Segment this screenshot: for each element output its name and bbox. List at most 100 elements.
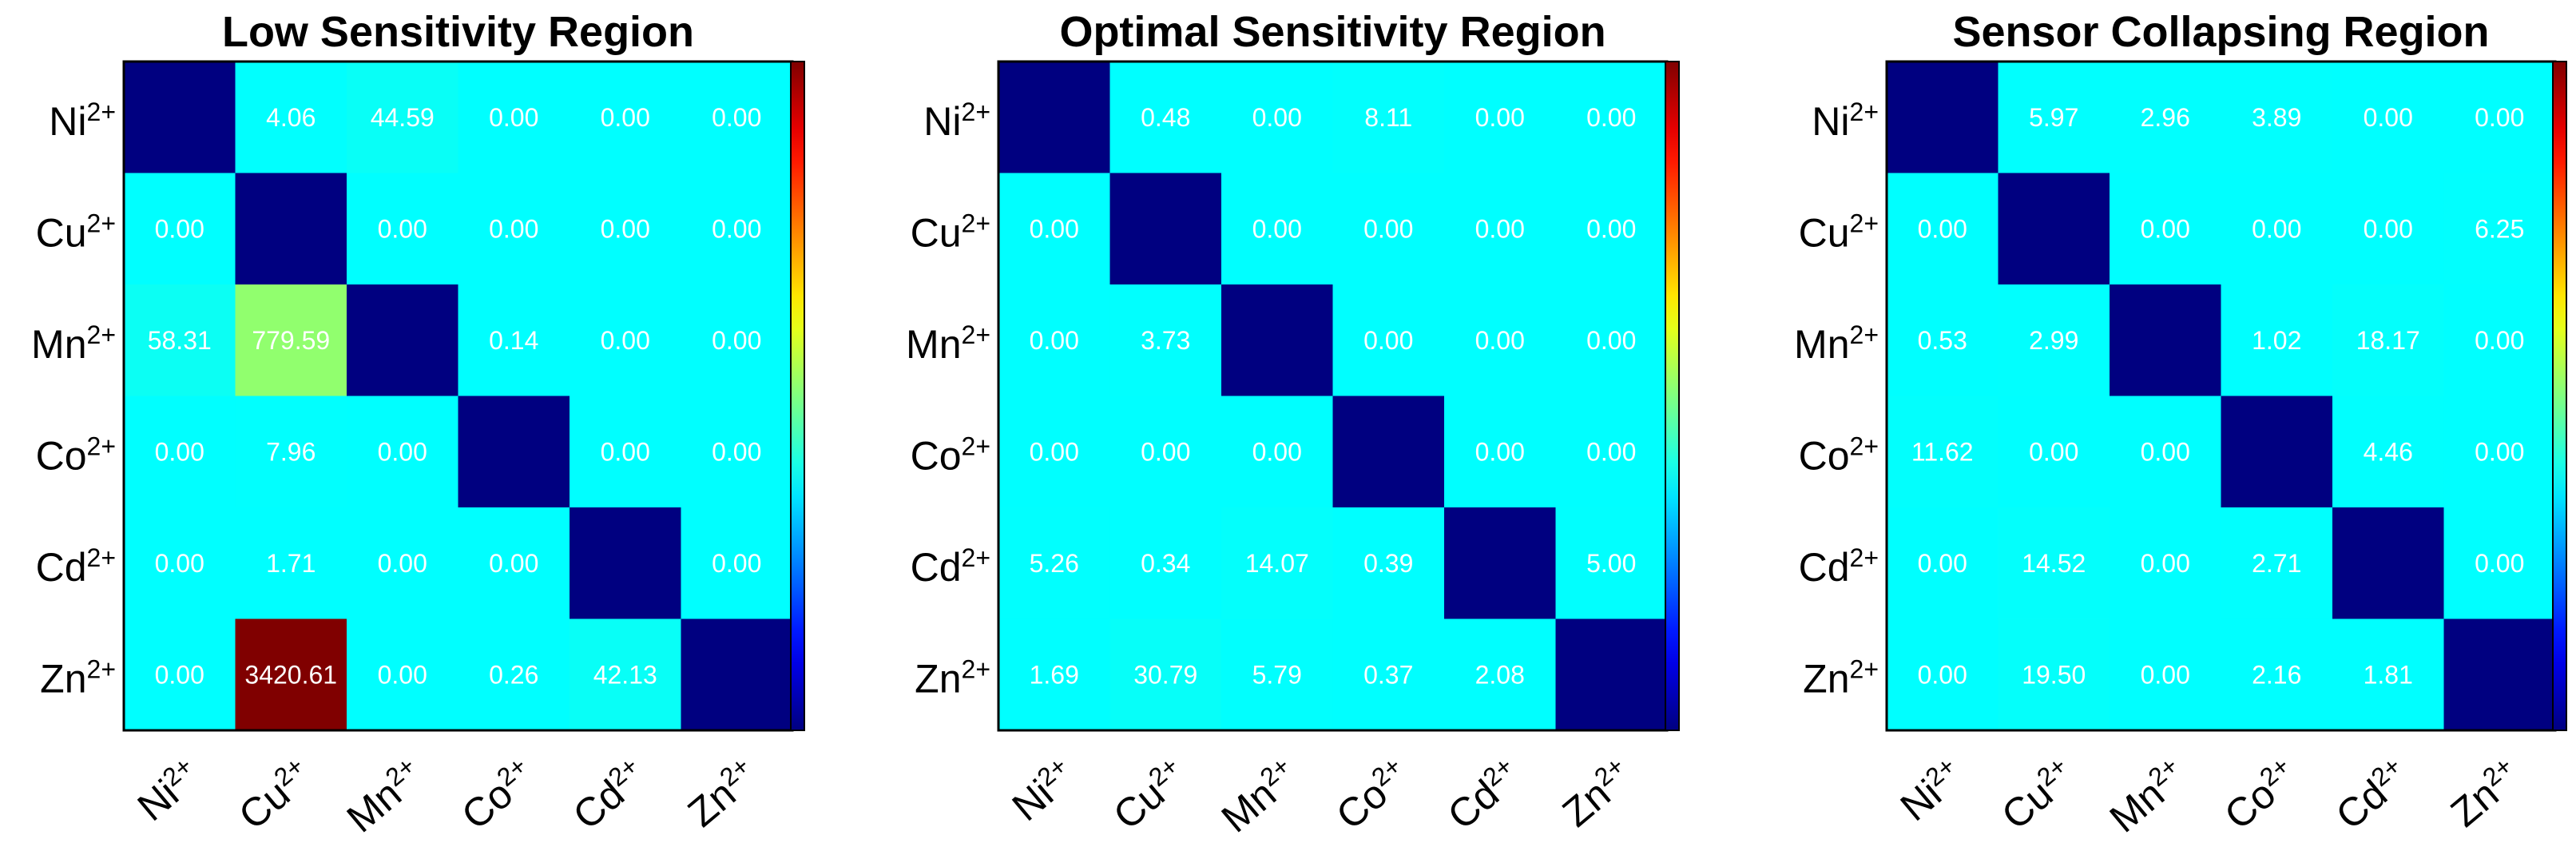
heatmap-cell [2332, 173, 2445, 285]
heatmap-cell [1221, 284, 1334, 397]
panel-title: Optimal Sensitivity Region [1059, 8, 1606, 56]
row-tick-label: Cu2+ [911, 209, 990, 255]
row-tick-label: Zn2+ [915, 654, 990, 701]
cell-value-label: 3.89 [2252, 103, 2301, 132]
col-tick-label: Cu2+ [1992, 751, 2083, 838]
cell-value-label: 18.17 [2356, 326, 2420, 355]
heatmap-cell [124, 396, 236, 508]
heatmap-cell [2443, 62, 2556, 174]
heatmap-cell [998, 173, 1111, 285]
colorbar [1665, 61, 1680, 731]
cell-value-label: 14.07 [1245, 549, 1309, 578]
heatmap-cell [681, 62, 793, 174]
row-tick-label-charge: 2+ [962, 654, 990, 683]
col-tick-label: Ni2+ [1002, 751, 1083, 829]
heatmap-cell [347, 396, 459, 508]
row-tick-label-charge: 2+ [87, 209, 116, 237]
cell-value-label: 2.16 [2252, 660, 2301, 689]
cell-value-label: 0.00 [378, 660, 427, 689]
row-tick-label: Co2+ [911, 431, 990, 478]
row-tick-label-charge: 2+ [1850, 97, 1879, 126]
cell-value-label: 0.00 [1252, 214, 1302, 243]
row-tick-label: Cd2+ [1799, 543, 1879, 590]
cell-value-label: 0.00 [378, 437, 427, 466]
cell-value-label: 0.00 [378, 549, 427, 578]
cell-value-label: 44.59 [371, 103, 435, 132]
col-tick-label: Cu2+ [229, 751, 320, 838]
heatmap-cell [2332, 618, 2445, 731]
cell-value-label: 0.00 [1141, 437, 1190, 466]
cell-value-label: 0.00 [1363, 214, 1413, 243]
cell-value-label: 0.26 [489, 660, 538, 689]
row-tick-label: Mn2+ [906, 320, 990, 367]
cell-value-label: 3420.61 [244, 660, 337, 689]
cell-value-label: 0.00 [1030, 437, 1079, 466]
row-tick-label-base: Zn [915, 656, 961, 701]
cell-value-label: 2.96 [2141, 103, 2190, 132]
row-tick-label: Zn2+ [1803, 654, 1879, 701]
heatmap-cell [235, 62, 347, 174]
heatmap-cell [1332, 284, 1445, 397]
cell-value-label: 0.00 [601, 103, 650, 132]
row-tick-label-base: Cu [1799, 210, 1850, 255]
heatmap-cell [458, 62, 570, 174]
cell-value-label: 0.00 [2475, 103, 2524, 132]
panel-title: Sensor Collapsing Region [1952, 8, 2489, 56]
cell-value-label: 0.00 [155, 437, 204, 466]
heatmap-cell [2221, 618, 2333, 731]
cell-value-label: 5.00 [1586, 549, 1636, 578]
cell-value-label: 779.59 [252, 326, 330, 355]
cell-value-label: 0.00 [1586, 103, 1636, 132]
cell-value-label: 0.00 [1252, 437, 1302, 466]
cell-value-label: 0.00 [489, 549, 538, 578]
row-tick-label-charge: 2+ [962, 209, 990, 237]
cell-value-label: 0.00 [2364, 214, 2413, 243]
heatmap-cell [1332, 396, 1445, 508]
heatmap-cell [1887, 618, 1999, 731]
cell-value-label: 0.00 [1586, 437, 1636, 466]
heatmap-cell [1444, 62, 1557, 174]
cell-value-label: 0.00 [1475, 326, 1525, 355]
heatmap-cell [2221, 62, 2333, 174]
cell-value-label: 42.13 [593, 660, 657, 689]
cell-value-label: 0.37 [1363, 660, 1413, 689]
cell-value-label: 0.00 [712, 326, 761, 355]
row-tick-label-base: Mn [31, 322, 86, 367]
row-tick-label: Mn2+ [1794, 320, 1879, 367]
row-tick-label: Cu2+ [36, 209, 116, 255]
cell-value-label: 11.62 [1911, 437, 1974, 466]
heatmap-cell [458, 284, 570, 397]
colorbar [790, 61, 805, 731]
heatmap-cell [1998, 62, 2110, 174]
panel-title: Low Sensitivity Region [222, 8, 694, 56]
cell-value-label: 0.00 [1918, 549, 1967, 578]
heatmap-cell [2221, 173, 2333, 285]
heatmap-cell [1221, 173, 1334, 285]
heatmap-cell [998, 507, 1111, 620]
heatmap-cell [570, 62, 682, 174]
cell-value-label: 0.00 [712, 549, 761, 578]
cell-value-label: 0.00 [155, 549, 204, 578]
cell-value-label: 0.00 [601, 214, 650, 243]
row-tick-label-charge: 2+ [87, 543, 116, 572]
heatmap-cell [1109, 396, 1222, 508]
cell-value-label: 0.00 [712, 103, 761, 132]
cell-value-label: 0.00 [1475, 103, 1525, 132]
row-tick-label-charge: 2+ [87, 654, 116, 683]
heatmap-cell [1221, 507, 1334, 620]
heatmap-cell [2332, 396, 2445, 508]
row-tick-label-base: Zn [40, 656, 86, 701]
cell-value-label: 2.99 [2029, 326, 2078, 355]
cell-value-label: 1.02 [2252, 326, 2301, 355]
col-tick-label: Mn2+ [1212, 751, 1306, 841]
heatmap-cell [1555, 507, 1668, 620]
cell-value-label: 0.00 [489, 103, 538, 132]
heatmap-cell [1221, 62, 1334, 174]
row-tick-label-base: Cd [36, 545, 87, 590]
cell-value-label: 0.00 [712, 437, 761, 466]
cell-value-label: 0.00 [1918, 214, 1967, 243]
heatmap-cell [235, 396, 347, 508]
heatmap-cell [2332, 507, 2445, 620]
cell-value-label: 0.00 [1030, 214, 1079, 243]
